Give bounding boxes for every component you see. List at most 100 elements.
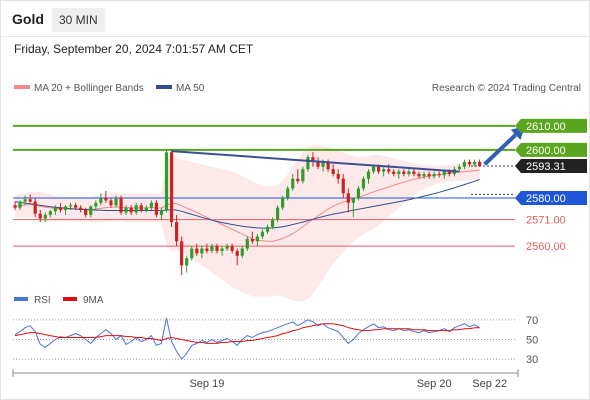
candle-body	[478, 161, 482, 167]
candle	[472, 159, 477, 167]
candle-body	[43, 214, 47, 219]
candle	[296, 169, 300, 184]
candle-body	[265, 226, 270, 232]
candle-body	[321, 161, 325, 167]
candle	[235, 248, 239, 266]
candle-body	[427, 173, 431, 177]
time-tick-label: Sep 20	[417, 378, 452, 390]
price-tag-support-label: 2571.00	[526, 215, 566, 227]
candle	[361, 176, 366, 191]
price-tag-support-label: 2560.00	[526, 241, 566, 253]
candle-body	[402, 171, 406, 174]
candle-body	[326, 161, 330, 170]
candle	[94, 200, 98, 211]
candle-body	[235, 250, 239, 256]
candle	[301, 166, 305, 184]
candle	[286, 186, 290, 201]
main-legend: MA 20 + Bollinger Bands MA 50 Research ©…	[14, 83, 581, 94]
candle	[190, 246, 194, 261]
candle	[68, 202, 73, 211]
candle-body	[412, 171, 416, 174]
candle	[276, 205, 280, 223]
candle-body	[255, 236, 259, 242]
target-arrow-shaft	[483, 133, 518, 166]
candle-body	[149, 202, 153, 208]
ma50-line	[14, 179, 480, 229]
candle-body	[291, 178, 295, 189]
candle	[109, 198, 113, 208]
candle-body	[361, 178, 366, 189]
candle	[149, 200, 153, 211]
candle-body	[260, 231, 265, 237]
candle	[392, 169, 396, 177]
legend-swatch-rsi	[14, 297, 28, 301]
candle	[341, 173, 345, 199]
candle-body	[417, 173, 421, 177]
candle-body	[472, 161, 477, 165]
candle-body	[387, 169, 391, 172]
candle-body	[467, 161, 472, 165]
candle	[48, 210, 52, 218]
candle	[23, 195, 27, 206]
watermark: Research © 2024 Trading Central	[432, 83, 581, 94]
candle	[38, 210, 42, 223]
candle-body	[432, 173, 436, 177]
price-tag-resistance-label: 2610.00	[526, 121, 566, 133]
candle-body	[230, 246, 234, 251]
timeframe-badge[interactable]: 30 MIN	[52, 8, 105, 32]
ma20-line	[14, 169, 480, 242]
legend-label-ma50: MA 50	[176, 83, 205, 94]
candle-body	[281, 198, 285, 208]
candle-body	[341, 178, 345, 194]
price-tag-pivot-bg	[515, 191, 587, 206]
price-tag-current-label: 2593.31	[526, 161, 566, 173]
candle-body	[18, 201, 22, 208]
candle	[432, 171, 436, 179]
candle	[255, 234, 259, 247]
candle	[402, 169, 406, 177]
candle	[336, 169, 340, 184]
candle	[84, 207, 88, 218]
candle-body	[68, 205, 73, 207]
candle-body	[200, 248, 204, 254]
candle	[356, 186, 360, 201]
candle-body	[215, 246, 219, 251]
candle	[53, 205, 57, 215]
candle-body	[397, 171, 401, 174]
trendline	[171, 150, 460, 173]
candle-body	[33, 201, 37, 214]
candle	[200, 246, 204, 259]
candle-body	[392, 171, 396, 174]
candle-body	[84, 210, 88, 215]
candle-body	[164, 152, 169, 211]
candle	[74, 202, 78, 211]
candle	[331, 164, 335, 177]
candle	[245, 236, 249, 251]
price-tag-pivot-label: 2580.00	[526, 193, 566, 205]
candle	[407, 169, 411, 177]
rsi-legend: RSI 9MA	[14, 295, 104, 306]
rsi-tick-label: 70	[526, 315, 538, 327]
candle-body	[195, 248, 199, 254]
legend-label-rsi: RSI	[34, 295, 51, 306]
candle-body	[74, 205, 78, 208]
rsi-tick-label: 30	[526, 354, 538, 366]
candle	[79, 205, 83, 213]
candle	[311, 152, 315, 167]
candle-body	[94, 202, 98, 207]
candle	[346, 188, 350, 213]
timestamp: Friday, September 20, 2024 7:01:57 AM CE…	[14, 42, 254, 56]
candle-body	[225, 246, 229, 249]
candle	[164, 149, 169, 213]
candle-body	[129, 207, 133, 213]
candle-body	[134, 205, 138, 213]
candle	[467, 159, 472, 167]
candle-body	[114, 198, 118, 206]
candle-body	[175, 222, 179, 242]
candle-body	[99, 198, 103, 203]
candle	[382, 166, 386, 177]
price-tag-resistance-bg	[515, 142, 587, 157]
candle-body	[63, 206, 68, 211]
candle	[63, 205, 68, 215]
candle-body	[190, 248, 194, 259]
